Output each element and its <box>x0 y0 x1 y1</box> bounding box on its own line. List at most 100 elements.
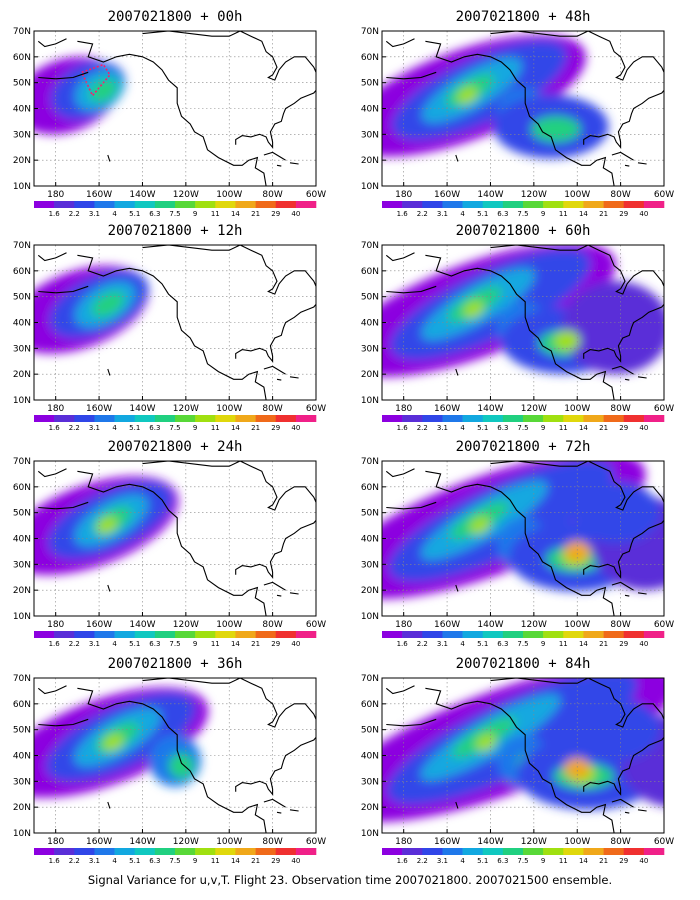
lat-tick-label: 10N <box>361 612 379 622</box>
lon-tick-label: 80W <box>262 837 282 847</box>
colorbar-label: 3.1 <box>89 424 100 432</box>
variance-contour <box>572 481 660 544</box>
lon-tick-label: 160W <box>86 620 112 630</box>
colorbar-swatch <box>603 631 625 638</box>
colorbar-label: 3.1 <box>437 857 448 865</box>
lon-tick-label: 140W <box>477 837 503 847</box>
colorbar-swatch <box>114 415 136 422</box>
colorbar-swatch <box>54 201 75 208</box>
lat-tick-label: 50N <box>13 509 31 519</box>
lon-tick-label: 120W <box>173 404 199 414</box>
colorbar-swatch <box>74 848 95 855</box>
colorbar-swatch <box>255 631 277 638</box>
colorbar-swatch <box>195 415 216 422</box>
variance-contour <box>564 541 591 562</box>
colorbar-label: 2.2 <box>417 857 428 865</box>
colorbar-label: 14 <box>579 857 588 865</box>
colorbar-swatch <box>34 631 55 638</box>
gridlines <box>34 245 316 400</box>
lon-tick-label: 100W <box>564 190 590 200</box>
colorbar-swatch <box>54 631 75 638</box>
lat-tick-label: 20N <box>13 586 31 596</box>
colorbar-swatch <box>382 415 403 422</box>
colorbar-label: 5.1 <box>477 424 488 432</box>
colorbar-swatch <box>54 848 75 855</box>
lat-tick-label: 30N <box>13 777 31 787</box>
colorbar-label: 6.3 <box>149 857 160 865</box>
colorbar-swatch <box>563 631 584 638</box>
lat-tick-label: 20N <box>361 156 379 166</box>
colorbar-label: 11 <box>559 210 568 218</box>
colorbar-label: 2.2 <box>69 640 80 648</box>
lon-tick-label: 120W <box>521 620 547 630</box>
colorbar-label: 4 <box>460 424 465 432</box>
colorbar-swatch <box>255 848 277 855</box>
variance-contour <box>531 116 581 143</box>
colorbar-swatch <box>502 631 524 638</box>
variance-contour <box>564 758 591 779</box>
colorbar-swatch <box>275 201 297 208</box>
lat-tick-label: 40N <box>361 105 379 115</box>
lat-tick-label: 60N <box>361 267 379 277</box>
colorbar-label: 9 <box>541 210 545 218</box>
colorbar-swatch <box>603 201 625 208</box>
lat-tick-label: 50N <box>361 79 379 89</box>
panel-title: 2007021800 + 60h <box>456 223 591 239</box>
lon-tick-label: 60W <box>306 190 326 200</box>
colorbar-label: 7.5 <box>169 857 180 865</box>
colorbar-label: 2.2 <box>417 640 428 648</box>
colorbar-swatch <box>643 415 665 422</box>
colorbar-label: 40 <box>291 210 300 218</box>
colorbar-label: 2.2 <box>417 424 428 432</box>
variance-contour <box>91 291 125 318</box>
colorbar-label: 11 <box>559 424 568 432</box>
lon-tick-label: 120W <box>521 837 547 847</box>
lon-tick-label: 180 <box>395 190 412 200</box>
colorbar-label: 3.1 <box>89 210 100 218</box>
lon-tick-label: 100W <box>216 404 242 414</box>
lat-tick-label: 60N <box>361 700 379 710</box>
lon-tick-label: 80W <box>262 404 282 414</box>
lat-tick-label: 20N <box>13 370 31 380</box>
colorbar-label: 4 <box>112 857 117 865</box>
lon-tick-label: 80W <box>262 190 282 200</box>
colorbar-label: 6.3 <box>149 424 160 432</box>
colorbar-swatch <box>175 631 196 638</box>
colorbar-label: 1.6 <box>49 640 61 648</box>
colorbar-label: 21 <box>599 640 608 648</box>
colorbar-label: 40 <box>639 640 648 648</box>
colorbar-label: 9 <box>541 857 545 865</box>
colorbar-swatch <box>623 631 645 638</box>
colorbar-swatch <box>543 415 564 422</box>
colorbar: 1.6 2.2 3.1 4 5.1 6.3 7.5 9 11 14 21 29 40 <box>382 631 665 648</box>
lon-tick-label: 120W <box>521 190 547 200</box>
lat-tick-label: 70N <box>361 674 379 684</box>
colorbar-swatch <box>235 631 256 638</box>
colorbar-label: 6.3 <box>497 210 508 218</box>
map-panel-84h: 2007021800 + 84h 10N 20N 30N 40N 50N 60N 70N 180… <box>361 656 674 865</box>
colorbar-swatch <box>482 415 504 422</box>
colorbar-swatch <box>275 848 297 855</box>
lon-tick-label: 100W <box>564 837 590 847</box>
colorbar-label: 3.1 <box>89 640 100 648</box>
lon-tick-label: 160W <box>86 190 112 200</box>
colorbar-swatch <box>134 201 156 208</box>
colorbar-swatch <box>442 415 463 422</box>
lon-tick-label: 180 <box>47 620 64 630</box>
variance-contour <box>572 698 660 761</box>
coastlines <box>37 245 316 400</box>
colorbar-label: 7.5 <box>169 424 180 432</box>
variance-contour <box>457 86 478 105</box>
colorbar-swatch <box>462 415 484 422</box>
colorbar-swatch <box>442 848 463 855</box>
colorbar-label: 11 <box>211 210 220 218</box>
lat-tick-label: 30N <box>361 344 379 354</box>
panel-title: 2007021800 + 72h <box>456 439 591 455</box>
lat-tick-label: 10N <box>13 612 31 622</box>
colorbar-swatch <box>295 848 317 855</box>
lon-tick-label: 140W <box>477 190 503 200</box>
variance-contour <box>463 300 484 319</box>
colorbar-label: 29 <box>271 210 280 218</box>
colorbar-swatch <box>523 848 544 855</box>
